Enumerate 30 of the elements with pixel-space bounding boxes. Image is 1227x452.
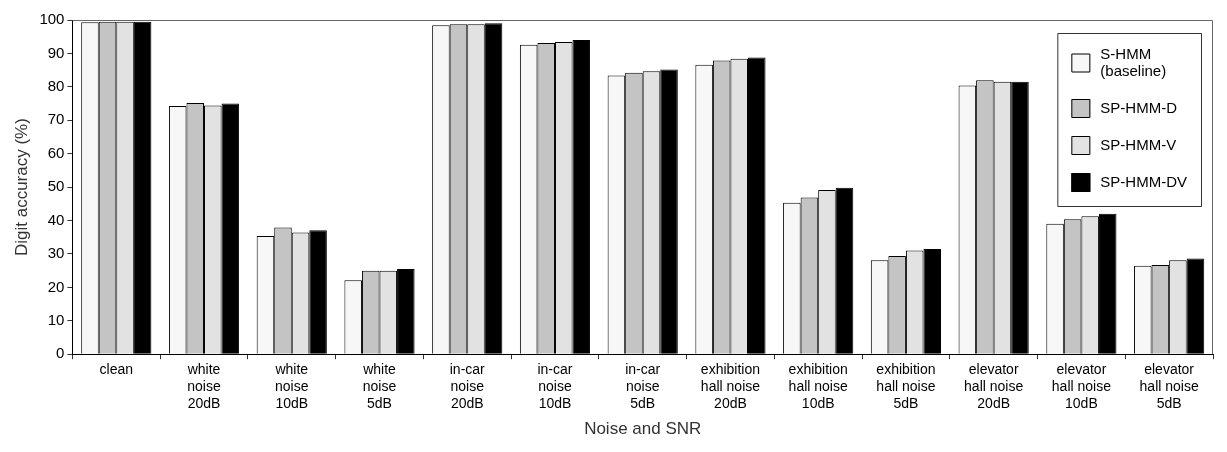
x-tick-label: in-car noise 5dB (625, 361, 661, 412)
y-axis-title: Digit accuracy (%) (11, 118, 31, 257)
y-tick-label: 10 (47, 310, 65, 328)
x-tick-label: white noise 20dB (186, 361, 221, 412)
x-tick-label: elevator hall noise 10dB (1051, 361, 1112, 412)
y-tick-label: 30 (47, 244, 65, 262)
y-tick-label: 80 (47, 76, 65, 94)
x-tick-label: elevator hall noise 20dB (964, 361, 1024, 412)
legend-label: SP-HMM-V (1100, 135, 1177, 153)
legend-label: SP-HMM-DV (1100, 172, 1188, 190)
x-tick-label: in-car noise 20dB (449, 361, 486, 412)
x-tick-label: exhibition hall noise 10dB (788, 361, 848, 412)
y-tick-label: 100 (39, 10, 65, 28)
y-tick-label: 70 (47, 110, 65, 128)
y-tick-label: 60 (47, 143, 65, 161)
y-tick-label: 90 (47, 43, 65, 61)
x-tick-label: exhibition hall noise 5dB (876, 361, 936, 412)
legend-label: S-HMM (baseline) (1100, 44, 1167, 79)
x-tick-label: in-car noise 10dB (537, 361, 573, 412)
y-tick-label: 0 (56, 344, 65, 362)
y-tick-label: 40 (47, 210, 65, 228)
x-tick-label: white noise 5dB (362, 361, 397, 412)
legend-label: SP-HMM-D (1100, 98, 1178, 116)
x-tick-label: elevator hall noise 5dB (1139, 361, 1199, 412)
y-tick-label: 50 (47, 177, 65, 195)
x-tick-label: clean (99, 361, 134, 378)
y-tick-label: 20 (47, 277, 65, 295)
x-tick-label: white noise 10dB (274, 361, 309, 412)
x-axis-title: Noise and SNR (584, 419, 702, 439)
x-tick-label: exhibition hall noise 20dB (700, 361, 761, 412)
